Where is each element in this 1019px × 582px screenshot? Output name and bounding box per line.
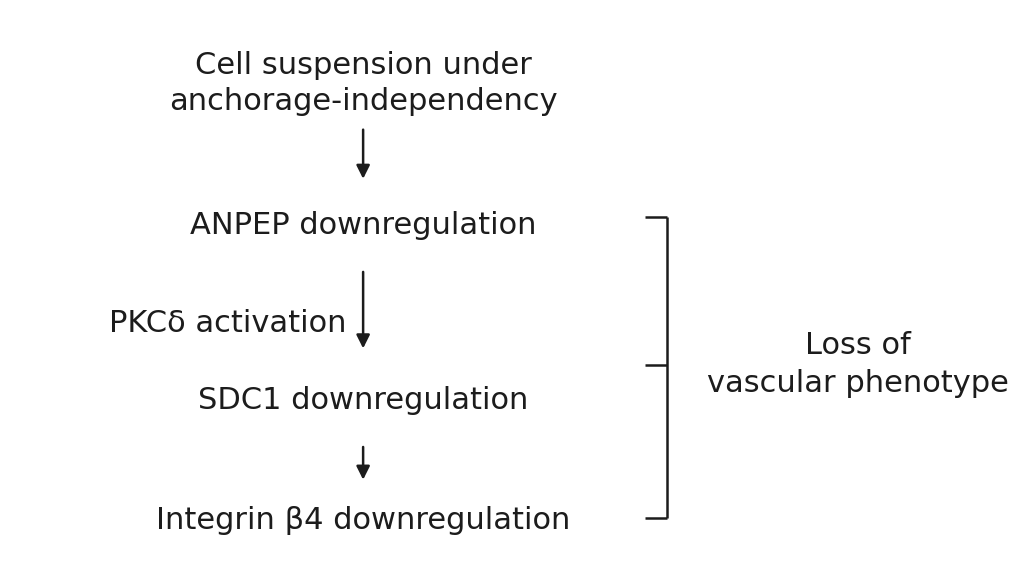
Text: SDC1 downregulation: SDC1 downregulation (198, 386, 528, 415)
Text: Loss of
vascular phenotype: Loss of vascular phenotype (706, 331, 1008, 399)
Text: Integrin β4 downregulation: Integrin β4 downregulation (156, 506, 570, 535)
Text: PKCδ activation: PKCδ activation (108, 309, 345, 338)
Text: ANPEP downregulation: ANPEP downregulation (190, 211, 536, 240)
Text: Cell suspension under
anchorage-independency: Cell suspension under anchorage-independ… (168, 51, 557, 116)
